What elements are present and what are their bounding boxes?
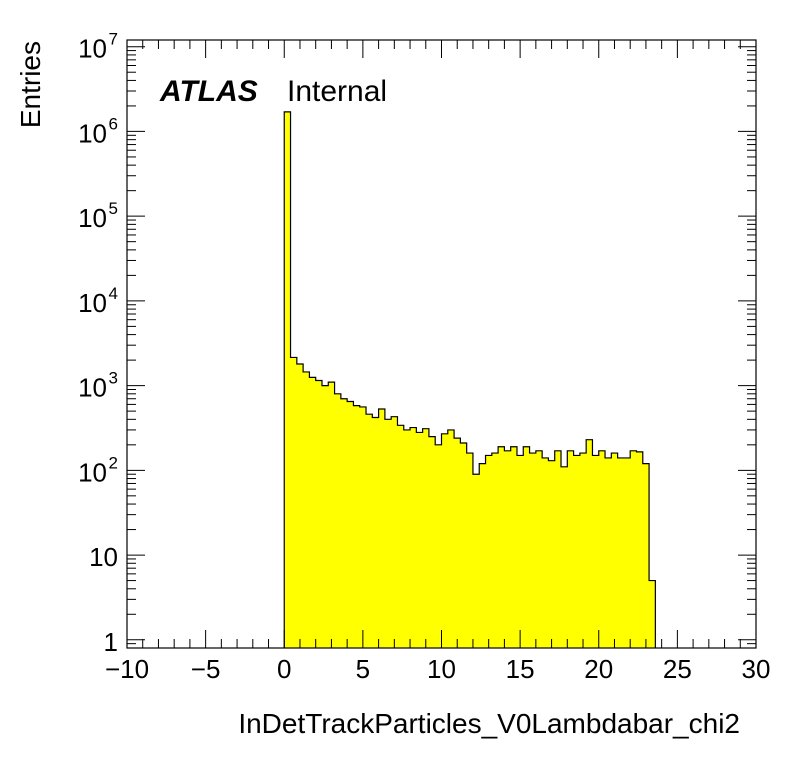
histogram-bin [397,425,405,648]
histogram-bin [516,455,524,648]
x-axis-title: InDetTrackParticles_V0Lambdabar_chi2 [238,708,740,739]
histogram-bin [592,455,600,648]
histogram-bin [573,455,581,648]
histogram-bin [642,463,650,648]
histogram-bin [485,455,493,648]
histogram-bin [548,460,556,648]
x-tick-label: 5 [356,654,370,684]
histogram-bin [617,457,625,648]
y-tick-exponent: 7 [109,30,118,49]
histogram-bin [378,408,386,648]
x-tick-label: 0 [277,654,291,684]
x-tick-label: 25 [663,654,692,684]
y-tick-exponent: 3 [109,369,118,388]
histogram-bin [623,457,631,648]
histogram-bin [598,450,606,648]
histogram-bin [586,439,593,648]
y-tick-label: 10 [78,118,107,148]
histogram-bin [472,474,480,648]
y-tick-label: 1 [104,627,118,657]
x-tick-label: 10 [427,654,456,684]
y-tick-exponent: 4 [109,284,118,303]
histogram-bin [466,453,474,648]
histogram-bin [479,463,486,648]
y-tick-label: 10 [78,34,107,64]
histogram-bin [334,393,342,648]
histogram-bin [391,416,398,648]
histogram-bin [561,466,568,648]
histogram-bin [303,371,310,648]
histogram-bin [554,450,562,648]
histogram-bin [510,446,518,648]
x-tick-label: 30 [742,654,771,684]
histogram-bin [441,433,449,648]
histogram-bin [372,417,379,648]
histogram-bin [567,450,574,648]
histogram-bin [428,436,436,648]
histogram-bin [460,443,468,648]
y-tick-exponent: 2 [109,453,118,472]
histogram-bin [529,453,537,648]
histogram-bin [523,446,530,648]
histogram-bin [422,428,430,648]
histogram-bin [328,382,335,648]
y-axis-title: Entries [15,41,46,128]
histogram-bin [435,444,442,648]
histogram-bin [359,406,367,648]
histogram-bin [321,385,329,648]
histogram-outline [283,111,656,648]
histogram-bin [284,111,291,648]
histogram-bin [504,450,512,648]
y-tick-exponent: 6 [109,114,118,133]
histogram-bin [384,419,392,648]
histogram-bin [347,401,354,648]
histogram-bin [579,453,587,648]
histogram-bin [296,363,304,648]
histogram-bin [340,398,348,648]
histogram-bin [636,451,644,648]
histogram-bin [403,429,411,648]
histogram-bin [290,357,298,648]
x-tick-label: 15 [506,654,535,684]
histogram-bin [498,446,505,648]
histogram-bin [649,580,656,648]
atlas-status-label: Internal [287,75,387,108]
x-tick-label: −5 [191,654,221,684]
histogram-bin [366,414,373,648]
histogram-bin [535,450,543,648]
atlas-label: ATLAS [159,75,258,108]
y-tick-label: 10 [89,542,118,572]
histogram-bin [630,450,637,648]
y-tick-label: 10 [78,203,107,233]
x-tick-label: −10 [105,654,149,684]
y-tick-label: 10 [78,373,107,403]
histogram-bin [416,432,424,648]
histogram-bin [454,438,461,648]
histogram-bin [309,377,317,648]
axes [126,39,757,649]
x-tick-label: 20 [584,654,613,684]
histogram-bin [542,457,549,648]
y-tick-label: 10 [78,288,107,318]
histogram-bin [447,429,455,648]
histogram-bin [491,453,499,648]
histogram-bin [605,457,612,648]
histogram-bin [410,427,417,648]
y-tick-exponent: 5 [109,199,118,218]
histogram-bin [611,453,619,648]
y-tick-label: 10 [78,457,107,487]
histogram-bin [353,405,361,648]
histogram-bars [283,111,656,648]
histogram-bin [315,380,323,648]
